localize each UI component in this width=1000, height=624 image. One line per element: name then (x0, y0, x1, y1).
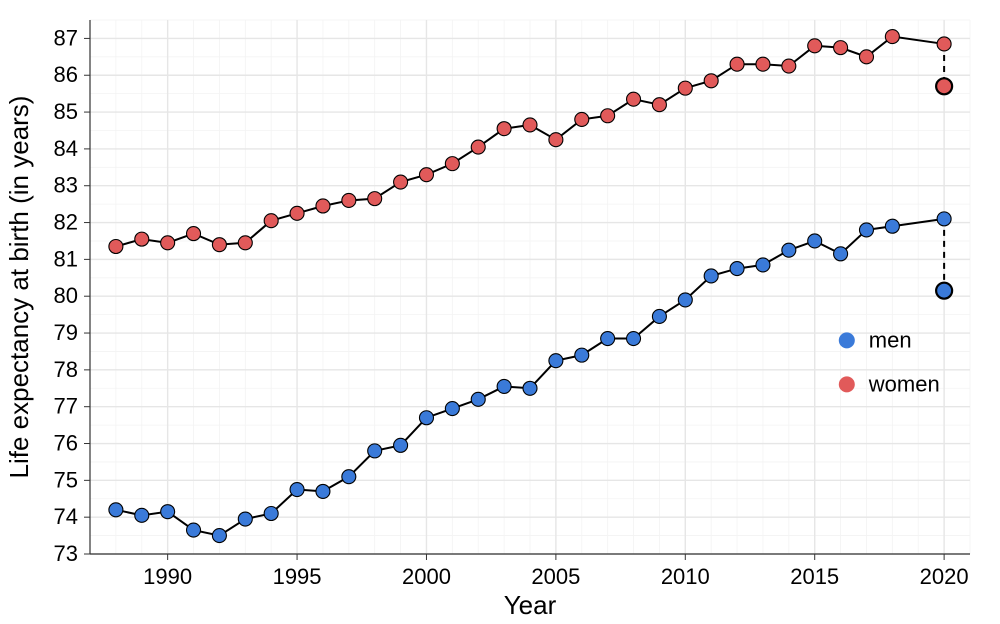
marker-men (212, 529, 226, 543)
y-tick-label: 80 (54, 283, 78, 308)
marker-women (212, 238, 226, 252)
marker-men (290, 483, 304, 497)
marker-men (885, 219, 899, 233)
marker-men (652, 309, 666, 323)
marker-men (859, 223, 873, 237)
y-tick-label: 77 (54, 394, 78, 419)
marker-women (419, 168, 433, 182)
marker-men (471, 392, 485, 406)
marker-women (782, 59, 796, 73)
x-tick-label: 2015 (790, 564, 839, 589)
legend-marker-women (839, 376, 855, 392)
life-expectancy-chart: 1990 1995 2000 2005 2010 2015 2020 73 74 75 76 77 78… (0, 0, 1000, 624)
x-tick-label: 2005 (531, 564, 580, 589)
marker-women (834, 41, 848, 55)
marker-women (135, 232, 149, 246)
marker-men (937, 212, 951, 226)
marker-men (394, 438, 408, 452)
marker-men (834, 247, 848, 261)
marker-men (756, 258, 770, 272)
marker-women (523, 118, 537, 132)
marker-women (730, 57, 744, 71)
marker-women (652, 98, 666, 112)
marker-women (678, 81, 692, 95)
marker-men (342, 470, 356, 484)
marker-men (187, 523, 201, 537)
marker-men (316, 484, 330, 498)
y-tick-label: 75 (54, 467, 78, 492)
marker-women (627, 92, 641, 106)
y-tick-label: 83 (54, 173, 78, 198)
marker-men (704, 269, 718, 283)
marker-women (109, 239, 123, 253)
marker-women (394, 175, 408, 189)
marker-women (368, 192, 382, 206)
marker-women (704, 74, 718, 88)
y-tick-label: 74 (54, 504, 78, 529)
marker-final-men (936, 283, 952, 299)
marker-men (730, 262, 744, 276)
y-axis-label: Life expectancy at birth (in years) (4, 96, 34, 479)
x-tick-label: 1995 (273, 564, 322, 589)
marker-men (419, 411, 433, 425)
y-tick-label: 81 (54, 246, 78, 271)
marker-men (109, 503, 123, 517)
chart-svg: 1990 1995 2000 2005 2010 2015 2020 73 74 75 76 77 78… (0, 0, 1000, 624)
marker-women (756, 57, 770, 71)
y-tick-label: 78 (54, 357, 78, 382)
marker-women (187, 227, 201, 241)
marker-men (575, 348, 589, 362)
marker-women (264, 214, 278, 228)
marker-women (937, 37, 951, 51)
y-tick-label: 76 (54, 431, 78, 456)
marker-women (575, 112, 589, 126)
marker-women (885, 30, 899, 44)
x-axis-label: Year (504, 590, 557, 620)
marker-women (808, 39, 822, 53)
y-tick-label: 87 (54, 25, 78, 50)
legend-marker-men (839, 332, 855, 348)
marker-men (445, 402, 459, 416)
marker-women (290, 206, 304, 220)
marker-women (161, 236, 175, 250)
marker-men (135, 508, 149, 522)
marker-women (497, 122, 511, 136)
marker-men (264, 506, 278, 520)
marker-women (601, 109, 615, 123)
marker-men (238, 512, 252, 526)
marker-women (316, 199, 330, 213)
marker-women (859, 50, 873, 64)
marker-men (678, 293, 692, 307)
marker-men (601, 332, 615, 346)
y-tick-label: 79 (54, 320, 78, 345)
y-tick-label: 84 (54, 136, 78, 161)
legend-label-women: women (868, 371, 940, 396)
marker-men (497, 379, 511, 393)
y-tick-label: 82 (54, 210, 78, 235)
marker-men (627, 332, 641, 346)
marker-women (445, 157, 459, 171)
marker-women (238, 236, 252, 250)
marker-men (523, 381, 537, 395)
marker-men (161, 505, 175, 519)
marker-men (368, 444, 382, 458)
x-tick-label: 2000 (402, 564, 451, 589)
marker-women (549, 133, 563, 147)
y-tick-label: 86 (54, 62, 78, 87)
legend-label-men: men (869, 327, 912, 352)
x-tick-label: 2010 (661, 564, 710, 589)
y-tick-label: 85 (54, 99, 78, 124)
y-tick-label: 73 (54, 541, 78, 566)
x-tick-label: 1990 (143, 564, 192, 589)
marker-women (342, 193, 356, 207)
marker-men (549, 354, 563, 368)
marker-final-women (936, 78, 952, 94)
marker-women (471, 140, 485, 154)
x-tick-label: 2020 (920, 564, 969, 589)
marker-men (808, 234, 822, 248)
marker-men (782, 243, 796, 257)
